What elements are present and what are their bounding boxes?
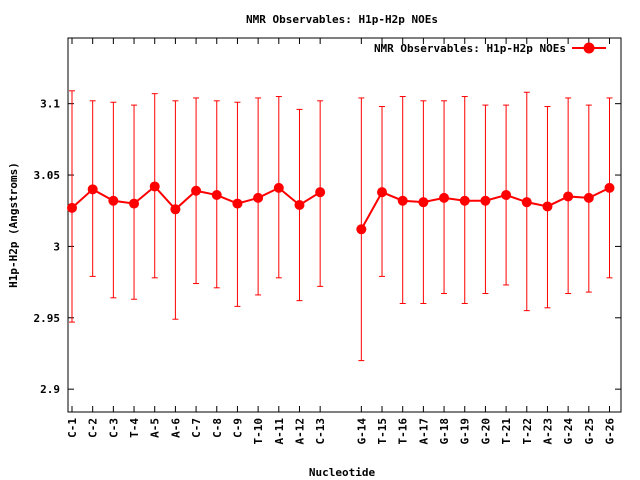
data-point bbox=[211, 190, 222, 201]
y-tick-label: 2.9 bbox=[40, 383, 60, 396]
data-point bbox=[315, 187, 326, 198]
x-tick-label: A-17 bbox=[417, 418, 430, 445]
x-tick-label: A-11 bbox=[273, 418, 286, 445]
y-tick-label: 3 bbox=[53, 240, 60, 253]
x-tick-label: C-1 bbox=[66, 418, 79, 438]
x-tick-label: C-8 bbox=[211, 418, 224, 438]
x-tick-label: C-9 bbox=[231, 418, 244, 438]
x-tick-label: G-26 bbox=[604, 418, 617, 445]
data-point bbox=[501, 190, 512, 201]
x-tick-label: C-13 bbox=[314, 418, 327, 445]
x-tick-label: T-4 bbox=[128, 418, 141, 438]
x-tick-label: A-6 bbox=[169, 418, 182, 438]
data-point bbox=[542, 201, 553, 212]
data-point bbox=[87, 184, 98, 195]
y-tick-label: 3.1 bbox=[40, 98, 60, 111]
x-tick-label: G-19 bbox=[459, 418, 472, 445]
x-tick-label: A-23 bbox=[541, 418, 554, 445]
data-point bbox=[356, 224, 367, 235]
legend: NMR Observables: H1p-H2p NOEs bbox=[374, 42, 606, 55]
legend-label: NMR Observables: H1p-H2p NOEs bbox=[374, 42, 566, 55]
data-point bbox=[439, 192, 450, 203]
x-tick-label: T-22 bbox=[521, 418, 534, 445]
x-tick-label: C-3 bbox=[107, 418, 120, 438]
legend-marker bbox=[583, 42, 595, 54]
series-layer bbox=[67, 90, 615, 362]
x-tick-label: C-7 bbox=[190, 418, 203, 438]
chart-title: NMR Observables: H1p-H2p NOEs bbox=[246, 13, 438, 26]
data-point bbox=[67, 202, 77, 213]
data-point bbox=[191, 185, 202, 196]
data-point bbox=[377, 187, 388, 198]
x-tick-label: G-14 bbox=[355, 418, 368, 445]
data-point bbox=[604, 182, 615, 193]
x-axis: C-1 C-2 C-3 T-4 A-5 A-6 C-7 C-8 C-9 T-10 A-11 A-12 C… bbox=[66, 38, 617, 445]
data-point bbox=[563, 191, 574, 202]
data-point bbox=[232, 198, 243, 209]
x-tick-label: G-24 bbox=[562, 418, 575, 445]
data-point bbox=[583, 192, 594, 203]
x-tick-label: T-10 bbox=[252, 418, 265, 445]
x-tick-label: G-25 bbox=[583, 418, 596, 445]
data-point bbox=[149, 181, 160, 192]
y-axis: 2.9 2.95 3 3.05 3.1 bbox=[34, 98, 621, 396]
x-tick-label: T-16 bbox=[397, 418, 410, 445]
data-point bbox=[253, 192, 264, 203]
x-tick-label: A-5 bbox=[149, 418, 162, 438]
x-tick-label: T-21 bbox=[500, 418, 513, 445]
data-point bbox=[294, 200, 305, 211]
data-point bbox=[521, 197, 532, 208]
x-tick-label: G-18 bbox=[438, 418, 451, 445]
data-point bbox=[108, 195, 119, 206]
x-tick-label: T-15 bbox=[376, 418, 389, 445]
y-tick-label: 2.95 bbox=[34, 312, 61, 325]
data-point bbox=[480, 195, 491, 206]
data-point bbox=[170, 204, 181, 215]
data-point bbox=[397, 195, 408, 206]
y-axis-label: H1p-H2p (Angstroms) bbox=[7, 162, 20, 288]
data-point bbox=[273, 182, 284, 193]
y-tick-label: 3.05 bbox=[34, 169, 61, 182]
data-point bbox=[129, 198, 140, 209]
x-tick-label: G-20 bbox=[479, 418, 492, 445]
data-point bbox=[459, 195, 470, 206]
x-tick-label: A-12 bbox=[293, 418, 306, 445]
plot-area bbox=[67, 37, 622, 413]
data-point bbox=[418, 197, 429, 208]
x-tick-label: C-2 bbox=[87, 418, 100, 438]
x-axis-label: Nucleotide bbox=[309, 466, 376, 479]
